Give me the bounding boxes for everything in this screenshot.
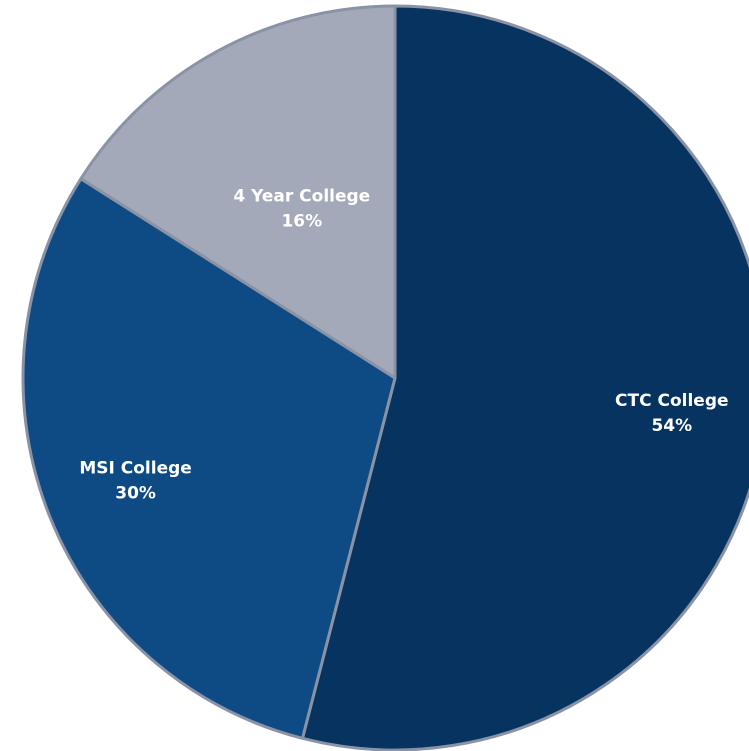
pie-slice: [21, 177, 397, 740]
slice-label: CTC College: [615, 391, 729, 411]
slice-value-label: 54%: [651, 416, 692, 436]
pie-slice: [300, 4, 749, 751]
slice-value-label: 30%: [115, 484, 156, 504]
slice-label: MSI College: [79, 459, 191, 479]
slice-label: 4 Year College: [233, 186, 370, 206]
pie-slice: [79, 4, 397, 380]
slice-value-label: 16%: [281, 211, 322, 231]
